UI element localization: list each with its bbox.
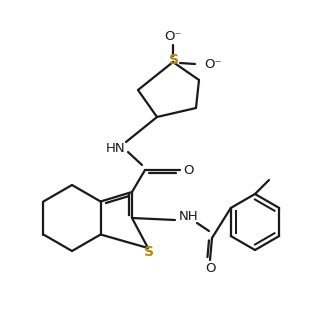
Text: HN: HN	[106, 141, 126, 154]
Text: S: S	[144, 245, 154, 259]
Text: O⁻: O⁻	[164, 30, 182, 43]
Text: O: O	[184, 164, 194, 177]
Text: O⁻: O⁻	[204, 58, 222, 71]
Text: S: S	[169, 53, 179, 67]
Text: NH: NH	[179, 210, 199, 224]
Text: O: O	[205, 262, 215, 276]
